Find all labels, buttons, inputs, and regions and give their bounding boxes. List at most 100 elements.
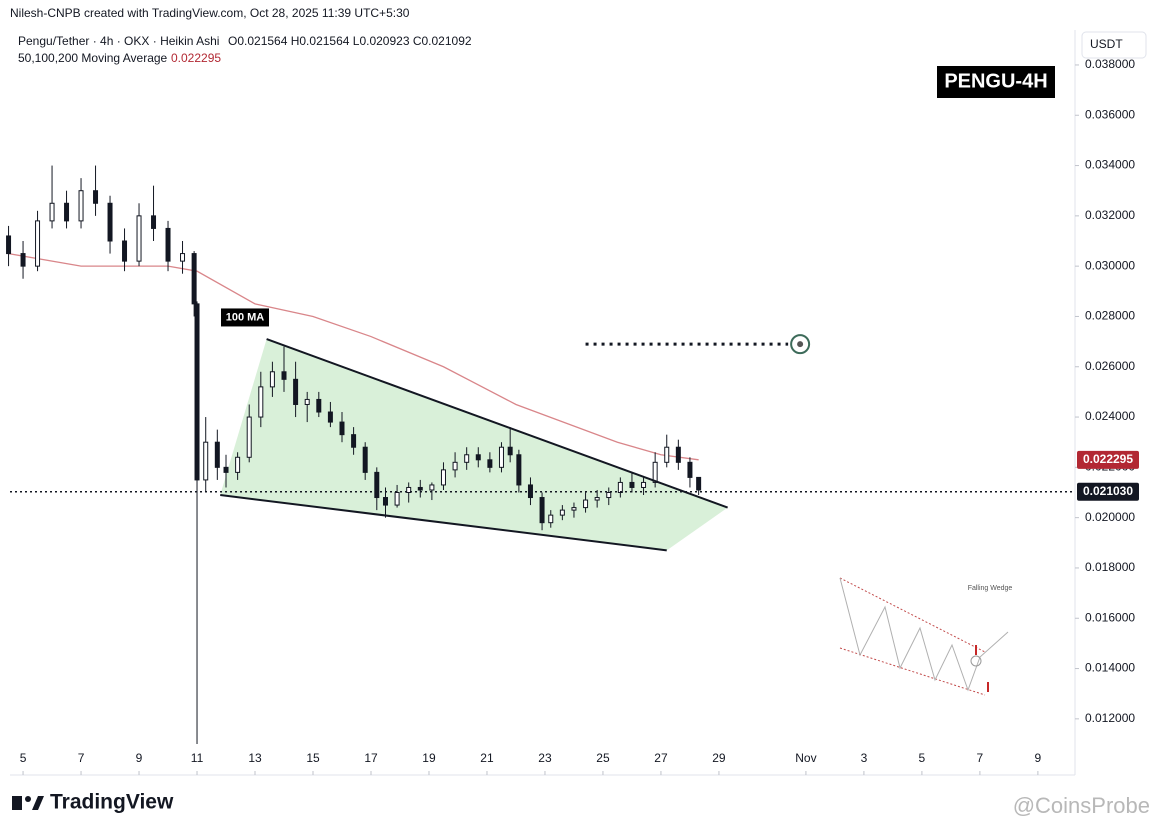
- ma-label-box: [221, 308, 270, 327]
- candle-body: [464, 454, 470, 463]
- candle-body: [246, 416, 252, 458]
- currency-box[interactable]: [1081, 31, 1147, 59]
- x-tick-label: 21: [480, 751, 494, 765]
- y-tick-label: 0.012000: [1085, 711, 1135, 725]
- x-tick-label: 7: [977, 751, 984, 765]
- candle-body: [269, 371, 275, 388]
- y-tick-label: 0.018000: [1085, 560, 1135, 574]
- x-tick-label: 11: [191, 751, 204, 765]
- candle-body: [406, 486, 412, 493]
- inset-diagram: [839, 577, 1009, 696]
- candle-body: [548, 514, 554, 524]
- candle-body: [304, 398, 310, 405]
- price-tag-label: 0.022295: [1083, 452, 1133, 466]
- inset-upper: [839, 577, 986, 653]
- y-tick-label: 0.020000: [1085, 510, 1135, 524]
- candle-body: [339, 421, 345, 436]
- candle-body: [20, 253, 26, 267]
- y-tick-label: 0.028000: [1085, 309, 1135, 323]
- candle-body: [6, 235, 12, 255]
- logo-mark: [12, 796, 22, 810]
- candle-body: [194, 303, 200, 481]
- y-tick-label: 0.016000: [1085, 610, 1135, 624]
- candle-body: [78, 190, 84, 222]
- candle-body: [652, 461, 658, 483]
- x-tick-label: 19: [422, 751, 436, 765]
- candle-body: [594, 497, 600, 501]
- inset-lower: [839, 647, 986, 696]
- candle-body: [440, 469, 446, 486]
- watermark: @CoinsProbe: [1013, 793, 1150, 818]
- inset-circle: [970, 655, 982, 667]
- candle-body: [507, 446, 513, 456]
- indicator-value: 0.022295: [171, 51, 221, 65]
- chart-title: PENGU-4H: [944, 70, 1047, 92]
- price-tag: [1077, 450, 1139, 469]
- target-dot: [797, 341, 804, 348]
- candle-body: [281, 371, 287, 380]
- candle-body: [258, 386, 264, 418]
- x-tick-label: Nov: [795, 751, 816, 765]
- candle-body: [223, 466, 229, 473]
- candle-body: [93, 190, 99, 204]
- candle-body: [35, 220, 41, 267]
- x-tick-label: 5: [20, 751, 27, 765]
- price-tag: [1077, 482, 1139, 501]
- candle-body: [180, 253, 186, 262]
- indicator-legend: 50,100,200 Moving Average: [18, 51, 168, 65]
- candle-body: [687, 461, 693, 478]
- candle-body: [583, 499, 589, 509]
- currency[interactable]: USDT: [1090, 37, 1123, 51]
- x-tick-label: 23: [538, 751, 552, 765]
- x-tick-label: 27: [654, 751, 668, 765]
- candle-body: [475, 454, 481, 461]
- inset-zigzag: [839, 577, 1009, 692]
- candle-body: [641, 481, 647, 488]
- candle-body: [539, 497, 545, 524]
- x-tick-label: 9: [136, 751, 143, 765]
- candle-body: [151, 215, 157, 229]
- candle-body: [629, 481, 635, 488]
- tv-logo: [12, 796, 44, 810]
- x-tick-label: 7: [78, 751, 85, 765]
- ohlc-legend: O0.021564 H0.021564 L0.020923 C0.021092: [228, 34, 472, 48]
- y-tick-label: 0.024000: [1085, 409, 1135, 423]
- candle-body: [316, 398, 322, 413]
- y-tick-label: 0.034000: [1085, 158, 1135, 172]
- candle-body: [617, 481, 623, 493]
- wedge-area: [220, 339, 728, 551]
- candle-body: [664, 446, 670, 463]
- x-tick-label: 25: [596, 751, 610, 765]
- y-tick-label: 0.030000: [1085, 258, 1135, 272]
- x-tick-label: 13: [248, 751, 262, 765]
- candle-body: [452, 461, 458, 471]
- candle-body: [675, 446, 681, 463]
- x-tick-label: 5: [919, 751, 926, 765]
- candle-body: [571, 507, 577, 511]
- x-tick-label: 17: [364, 751, 378, 765]
- price-tag-label: 0.021030: [1083, 484, 1133, 498]
- y-tick-label: 0.036000: [1085, 107, 1135, 121]
- candle-body: [165, 227, 171, 262]
- candle-body: [559, 509, 565, 516]
- candle-body: [429, 484, 435, 491]
- candle-body: [107, 202, 113, 242]
- wedge-lower: [220, 494, 667, 552]
- candle-body: [64, 202, 70, 222]
- candle-body: [606, 491, 612, 499]
- candle-body: [498, 446, 504, 468]
- x-tick-label: 9: [1035, 751, 1042, 765]
- logo-mark: [25, 796, 31, 802]
- brand: TradingView: [50, 791, 174, 814]
- candle-body: [382, 497, 388, 506]
- ma-label: 100 MA: [226, 311, 265, 323]
- logo-mark: [32, 796, 44, 810]
- candle-body: [327, 411, 333, 423]
- candle-body: [394, 491, 400, 506]
- y-tick-label: 0.014000: [1085, 661, 1135, 675]
- candle-body: [214, 441, 220, 468]
- candle-body: [696, 476, 702, 491]
- candle-body: [293, 378, 299, 405]
